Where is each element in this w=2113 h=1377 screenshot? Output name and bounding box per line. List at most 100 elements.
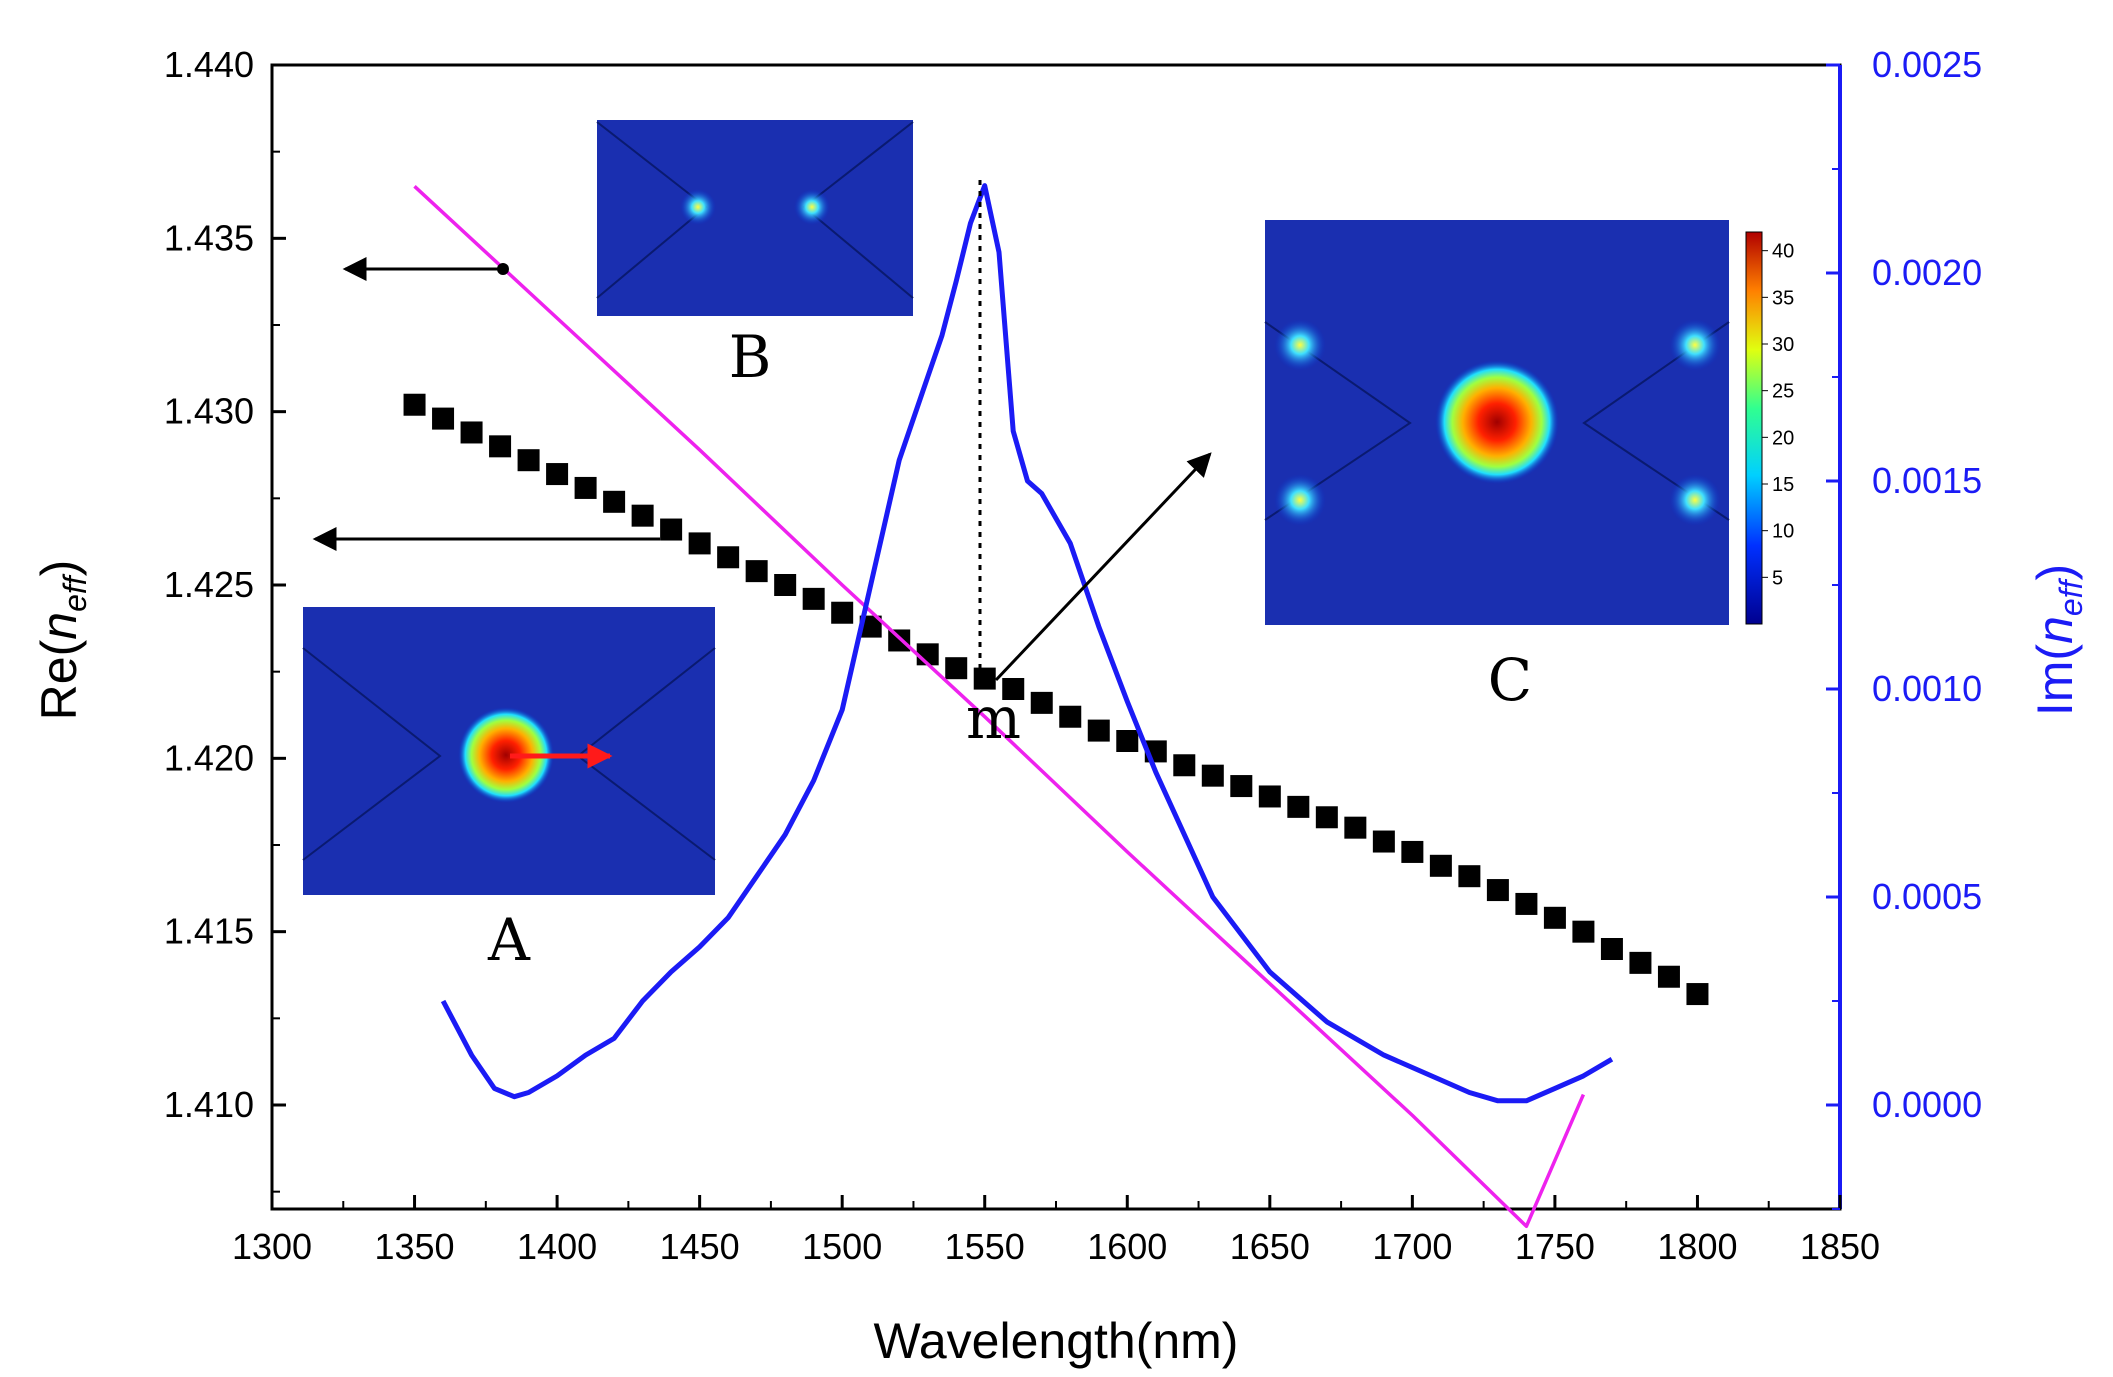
series-marker [1344, 816, 1367, 839]
inset-a-mode-spot [458, 707, 554, 803]
y-right-tick-label: 0.0015 [1872, 460, 1982, 501]
x-tick-label: 1600 [1087, 1226, 1167, 1267]
y-left-tick-label: 1.435 [164, 217, 254, 258]
series-marker [660, 518, 683, 541]
series-marker [1372, 830, 1395, 853]
tick-labels: 1300 1350 1400 1450 1500 1550 1600 1650 1700 1750… [164, 44, 1982, 1267]
series-marker [1486, 879, 1509, 902]
y-left-tick-label: 1.415 [164, 911, 254, 952]
series-marker [1030, 691, 1053, 714]
y-left-tick-label: 1.420 [164, 737, 254, 778]
series-marker [831, 601, 854, 624]
series-marker [631, 504, 654, 527]
colorbar-tick-label: 30 [1772, 334, 1794, 356]
colorbar-tick-label: 15 [1772, 474, 1794, 496]
inset-b-hotspot-right [794, 189, 830, 225]
x-axis-title: Wavelength(nm) [874, 1313, 1239, 1369]
inset-c-mode-spot [1435, 360, 1559, 484]
inset-c-hotspot-bl [1274, 474, 1326, 526]
series-marker [1315, 806, 1338, 829]
x-tick-label: 1500 [802, 1226, 882, 1267]
series-marker [745, 560, 768, 583]
inset-b: B [596, 120, 914, 391]
y-right-tick-label: 0.0025 [1872, 44, 1982, 85]
x-tick-label: 1550 [945, 1226, 1025, 1267]
inset-a-label: A [487, 906, 531, 974]
series-marker [603, 490, 626, 513]
series-marker [1572, 920, 1595, 943]
series-marker [1230, 775, 1253, 798]
series-marker [717, 546, 740, 569]
inset-a: A [302, 607, 716, 974]
colorbar [1745, 231, 1763, 625]
y-left-tick-label: 1.425 [164, 564, 254, 605]
y-axis-title-left: Re(neff) [31, 560, 93, 721]
series-layer [403, 183, 1709, 1229]
inset-c-hotspot-br [1669, 474, 1721, 526]
inset-c-arrow [994, 452, 1212, 682]
x-tick-label: 1700 [1372, 1226, 1452, 1267]
series-marker [517, 449, 540, 472]
x-tick-label: 1650 [1230, 1226, 1310, 1267]
colorbar-tick-label: 20 [1772, 427, 1794, 449]
y-left-tick-label: 1.430 [164, 391, 254, 432]
series-marker [1287, 795, 1310, 818]
y-right-tick-label: 0.0020 [1872, 252, 1982, 293]
y-axis-title-right: Im(neff) [2027, 564, 2089, 716]
inset-c-label: C [1488, 646, 1532, 714]
y-left-tick-label: 1.410 [164, 1084, 254, 1125]
series-marker [1059, 705, 1082, 728]
axis-ticks [270, 63, 1842, 1210]
inset-b-label: B [729, 323, 772, 391]
x-tick-label: 1400 [517, 1226, 597, 1267]
inset-c: 40 35 30 25 20 15 10 5 C [1264, 220, 1794, 714]
series-marker [1173, 754, 1196, 777]
series-marker [688, 532, 711, 555]
colorbar-tick-label: 40 [1772, 241, 1794, 263]
series-line [413, 185, 1586, 1229]
pink-curve-arrow-dot [497, 263, 509, 275]
series-marker [1201, 764, 1224, 787]
series-marker [546, 463, 569, 486]
colorbar-tick-label: 10 [1772, 521, 1794, 543]
colorbar-tick-label: 25 [1772, 381, 1794, 403]
inset-c-hotspot-tl [1274, 319, 1326, 371]
series-marker [1429, 854, 1452, 877]
series-marker [1087, 719, 1110, 742]
series-marker [574, 476, 597, 499]
series-marker [1401, 840, 1424, 863]
series-marker [460, 421, 483, 444]
series-marker [1116, 730, 1139, 752]
series-marker [432, 407, 455, 430]
x-tick-label: 1750 [1515, 1226, 1595, 1267]
inset-b-field [597, 120, 913, 316]
inset-c-hotspot-tr [1669, 319, 1721, 371]
series-marker [1543, 906, 1566, 929]
y-right-tick-label: 0.0005 [1872, 876, 1982, 917]
series-marker [1258, 785, 1281, 808]
series-marker [802, 587, 825, 610]
x-tick-label: 1800 [1657, 1226, 1737, 1267]
x-tick-label: 1350 [374, 1226, 454, 1267]
series-marker [1629, 951, 1652, 974]
series-marker [489, 435, 512, 458]
x-tick-label: 1450 [660, 1226, 740, 1267]
series-marker [1002, 678, 1025, 700]
series-marker [403, 393, 426, 416]
colorbar-ticks: 40 35 30 25 20 15 10 5 [1762, 241, 1794, 589]
series-marker [859, 615, 882, 638]
series-marker [1600, 938, 1623, 960]
x-tick-label: 1850 [1800, 1226, 1880, 1267]
series-marker [1686, 983, 1709, 1006]
colorbar-tick-label: 35 [1772, 287, 1794, 309]
series-line [440, 183, 1614, 1104]
series-marker [973, 667, 996, 690]
series-marker [1515, 892, 1538, 915]
series-marker [1657, 965, 1680, 988]
x-tick-label: 1300 [232, 1226, 312, 1267]
y-left-tick-label: 1.440 [164, 44, 254, 85]
colorbar-tick-label: 5 [1772, 567, 1783, 589]
inset-b-hotspot-left [680, 189, 716, 225]
series-marker [774, 574, 797, 596]
